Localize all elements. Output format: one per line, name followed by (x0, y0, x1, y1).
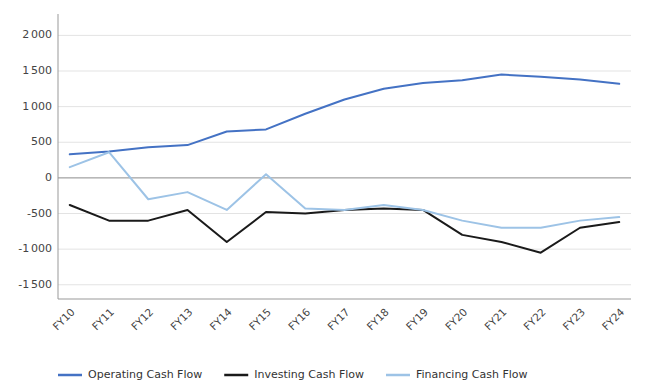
y-tick-label: 2 000 (22, 28, 52, 41)
y-tick-label: 0 (45, 171, 52, 184)
grid-line (58, 71, 631, 72)
x-tick-label: FY10 (50, 306, 77, 333)
grid-line (58, 284, 631, 285)
grid-line (58, 35, 631, 36)
legend-label: Investing Cash Flow (254, 368, 364, 381)
series-line (70, 75, 619, 155)
y-tick-label: -1 000 (18, 242, 52, 255)
x-tick-label: FY14 (207, 305, 234, 332)
x-tick-label: FY19 (403, 306, 430, 333)
lines (70, 75, 619, 253)
x-tick-label: FY17 (325, 306, 352, 333)
legend-label: Operating Cash Flow (88, 368, 202, 381)
grid-line (58, 106, 631, 107)
grid-line (58, 142, 631, 143)
series-line (70, 205, 619, 253)
series-line (70, 152, 619, 228)
y-tick-label: 1 500 (22, 64, 52, 77)
x-tick-label: FY21 (482, 306, 509, 333)
y-tick-label: -1 500 (18, 278, 52, 291)
x-tick-label: FY23 (560, 306, 587, 333)
plot-frame (58, 299, 631, 300)
x-tick-label: FY22 (521, 306, 548, 333)
legend-swatch (58, 374, 82, 377)
x-tick-label: FY15 (246, 306, 273, 333)
legend-label: Financing Cash Flow (416, 368, 528, 381)
y-axis: -1 500 -1 000 -500 0 500 1 000 1 500 2 000 (18, 28, 631, 290)
x-tick-label: FY11 (89, 306, 116, 333)
x-tick-label: FY16 (286, 305, 313, 332)
legend-swatch (224, 374, 248, 377)
grid-line (58, 177, 631, 178)
y-tick-label: -500 (27, 207, 52, 220)
x-tick-label: FY13 (168, 306, 195, 333)
y-axis-line (58, 14, 59, 299)
x-tick-label: FY18 (364, 306, 391, 333)
chart: -1 500-1 000-50005001 0001 5002 000FY10F… (0, 0, 647, 387)
x-axis-line (58, 177, 631, 178)
y-tick-label: 1 000 (22, 100, 52, 113)
legend: Operating Cash Flow Investing Cash Flow Fi… (58, 368, 528, 381)
y-tick-label: 500 (31, 135, 52, 148)
legend-swatch (386, 374, 410, 377)
x-tick-label: FY20 (443, 306, 470, 333)
x-axis: FY10 FY11 FY12 FY13 FY14 FY15 FY16 FY17 FY18 FY19… (50, 305, 626, 332)
x-tick-label: FY12 (129, 306, 156, 333)
x-tick-label: FY24 (600, 305, 627, 332)
grid-line (58, 213, 631, 214)
